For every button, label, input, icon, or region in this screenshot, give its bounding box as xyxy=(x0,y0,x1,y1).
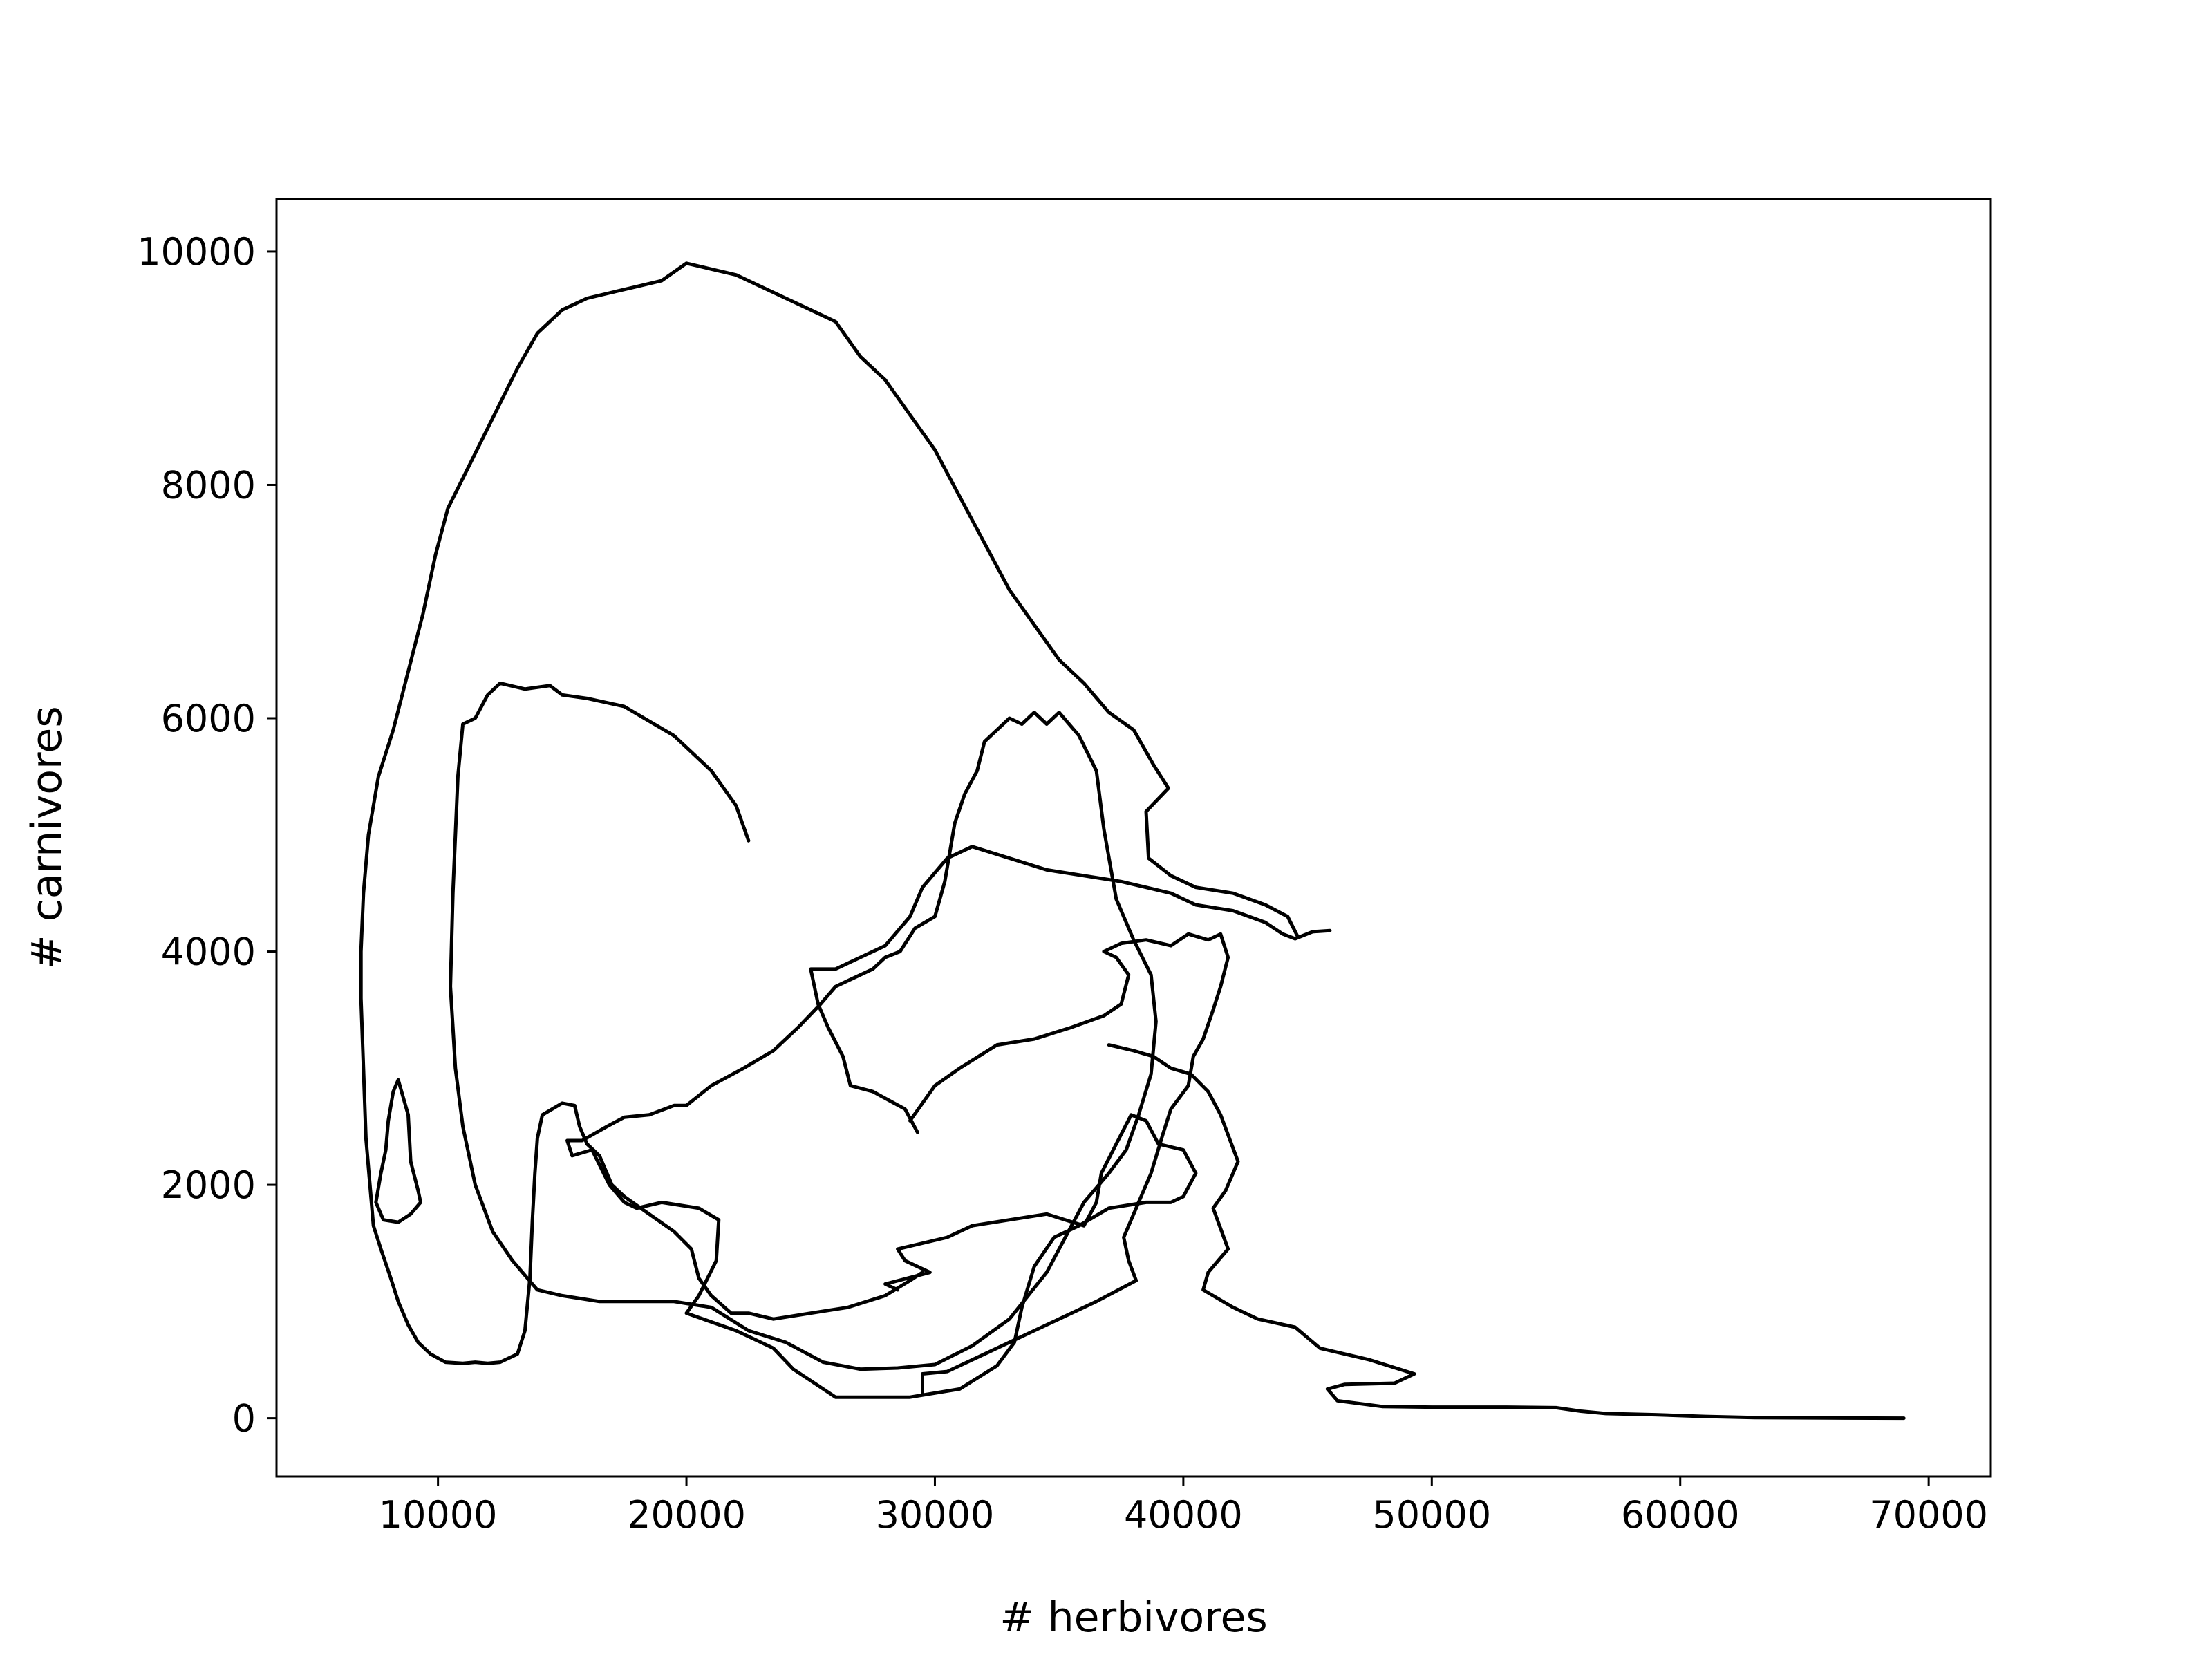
x-tick-label: 70000 xyxy=(1869,1493,1988,1537)
x-tick-label: 20000 xyxy=(627,1493,746,1537)
x-tick-label: 30000 xyxy=(876,1493,995,1537)
x-tick-label: 10000 xyxy=(379,1493,498,1537)
x-tick-label: 50000 xyxy=(1372,1493,1491,1537)
y-tick-label: 8000 xyxy=(161,463,256,507)
trajectory-segment-6 xyxy=(369,1101,924,1365)
y-tick-label: 0 xyxy=(232,1397,256,1441)
trajectory-lines xyxy=(359,261,1906,1421)
trajectory-segment-7 xyxy=(359,261,1300,1199)
y-axis-title: # carnivores xyxy=(23,706,71,969)
trajectory-segment-2 xyxy=(908,932,1230,1397)
y-tick-label: 2000 xyxy=(161,1163,256,1207)
y-tick-label: 4000 xyxy=(161,930,256,974)
y-tick-label: 10000 xyxy=(137,230,256,274)
trajectory-segment-1 xyxy=(449,681,1198,1399)
plot-frame xyxy=(275,198,1992,1478)
y-tick-label: 6000 xyxy=(161,697,256,740)
x-tick-label: 40000 xyxy=(1124,1493,1243,1537)
trajectory-segment-4 xyxy=(1107,1043,1906,1421)
x-tick-label: 60000 xyxy=(1621,1493,1740,1537)
trajectory-segment-5 xyxy=(374,1078,422,1224)
x-axis-title: # herbivores xyxy=(1000,1593,1267,1642)
trajectory-segment-3 xyxy=(809,845,1332,1134)
axis-ticks: 10000 20000 30000 40000 50000 60000 70000 0 2000… xyxy=(137,230,1988,1537)
